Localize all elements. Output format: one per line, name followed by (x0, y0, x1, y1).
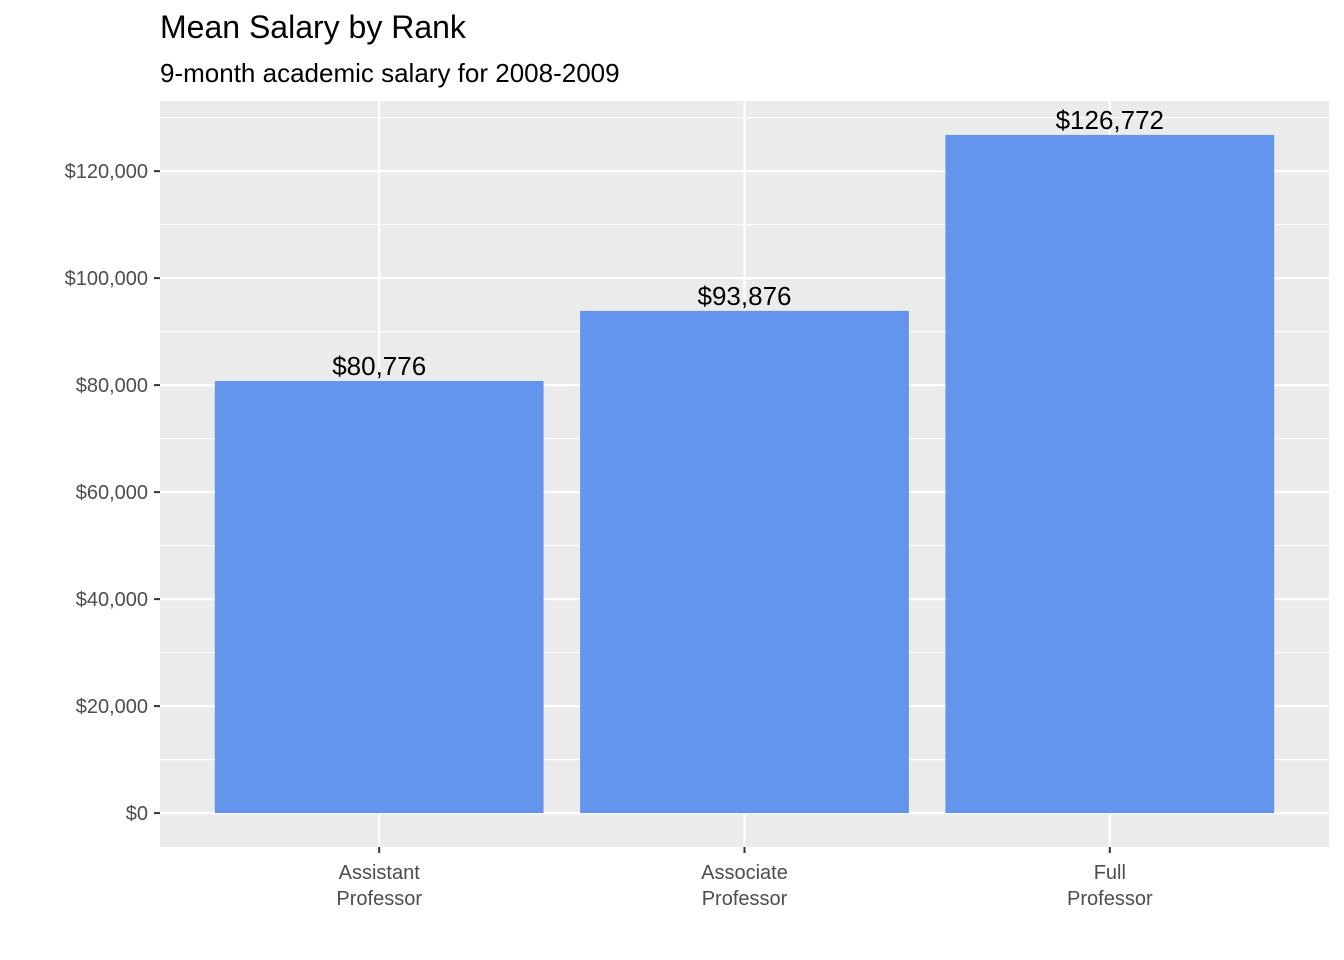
chart-title: Mean Salary by Rank (160, 9, 466, 45)
x-tick-label-line: Assistant (339, 862, 421, 884)
y-tick-label: $80,000 (76, 375, 148, 397)
bar-value-label: $126,772 (1056, 105, 1164, 135)
bars (214, 134, 1275, 814)
bar-value-labels: $80,776 $93,876 $126,772 (332, 105, 1164, 381)
bar-value-label: $93,876 (698, 281, 792, 311)
bar-value-label: $80,776 (332, 351, 426, 381)
x-tick-label: Associate Professor (701, 862, 788, 910)
y-axis: $0 $20,000 $40,000 $60,000 $80,000 $100,000 $1… (65, 161, 160, 825)
y-tick-label: $100,000 (65, 268, 148, 290)
x-tick-label-line: Full (1094, 862, 1126, 884)
x-tick-label-line: Professor (336, 888, 422, 910)
bar (580, 310, 909, 814)
x-tick-label-line: Associate (701, 862, 788, 884)
y-tick-label: $40,000 (76, 589, 148, 611)
y-tick-label: $60,000 (76, 482, 148, 504)
y-tick-label: $0 (126, 803, 148, 825)
chart-subtitle: 9-month academic salary for 2008-2009 (160, 58, 620, 88)
x-tick-label-line: Professor (1067, 888, 1153, 910)
y-tick-label: $120,000 (65, 161, 148, 183)
x-tick-label: Assistant Professor (336, 862, 422, 910)
bar (214, 380, 544, 814)
bar (945, 134, 1275, 814)
x-tick-label-line: Professor (702, 888, 788, 910)
x-tick-label: Full Professor (1067, 862, 1153, 910)
y-tick-label: $20,000 (76, 696, 148, 718)
